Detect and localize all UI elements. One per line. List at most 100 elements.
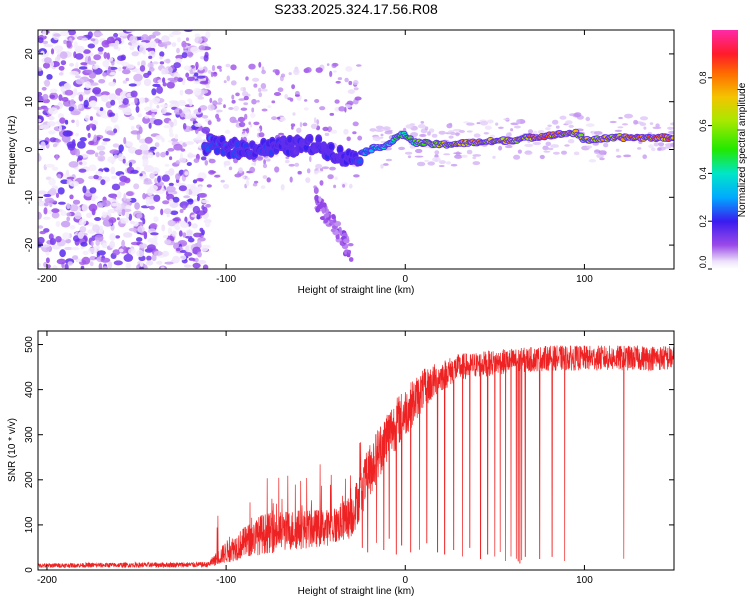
spectrogram-cell — [151, 88, 157, 96]
spectrogram-cell — [199, 133, 206, 137]
spectrogram-cell — [431, 133, 438, 138]
spectrogram-cell — [182, 205, 187, 211]
spectrogram-cell — [60, 210, 67, 216]
spectrogram-cell — [233, 105, 239, 112]
spectrogram-cell — [81, 37, 89, 42]
spectrogram-cell — [58, 124, 62, 132]
spectrogram-cell — [622, 123, 628, 126]
spectrogram-cell — [343, 240, 350, 244]
spectrogram-cell — [118, 32, 128, 37]
spectrogram-cell — [599, 157, 605, 161]
spectrogram-cell — [398, 146, 406, 151]
spectrogram-cell — [145, 199, 150, 207]
spectrogram-cell — [667, 126, 674, 130]
spectrogram-cell — [71, 247, 80, 251]
spectrogram-cell — [330, 214, 336, 220]
spectrogram-cell — [38, 67, 43, 72]
spectrogram-cell — [88, 247, 98, 254]
spectrogram-cell — [46, 264, 51, 269]
colorbar-label: Normalized spectral amplitude — [737, 82, 748, 217]
spectrogram-cell — [172, 255, 180, 264]
spectrogram-cell — [185, 37, 190, 41]
spectrogram-cell — [205, 221, 211, 228]
spectrogram-cell — [216, 109, 223, 113]
spectrogram-cell — [82, 250, 89, 255]
spectrogram-cell — [169, 100, 179, 104]
spectrogram-cell — [91, 235, 96, 241]
spectrogram-cell — [252, 182, 258, 187]
spectrogram-cell — [48, 209, 53, 215]
spectrogram-cell — [89, 261, 94, 267]
spectrogram-cell — [141, 149, 149, 155]
spectrogram-cell — [171, 230, 177, 237]
spectrogram-cell — [86, 60, 97, 65]
spectrogram-cell — [113, 42, 119, 50]
spectrogram-cell — [161, 174, 170, 182]
spectrogram-cell — [516, 119, 521, 125]
spectrogram-cell — [60, 85, 65, 93]
snr-frame — [37, 330, 675, 571]
spectrogram-cell — [352, 131, 357, 135]
spectrogram-cell — [76, 91, 86, 97]
spectrogram-cell — [171, 30, 182, 36]
spectrogram-cell — [524, 150, 533, 155]
spectrogram-cell — [144, 136, 153, 144]
spectrogram-cell — [155, 135, 163, 140]
spectrogram-cell — [110, 166, 116, 175]
spectrogram-cell — [185, 72, 190, 78]
spectrogram-cell — [97, 46, 104, 53]
spectrogram-cell — [297, 170, 302, 175]
spectrogram-ytick-label: 0 — [24, 146, 35, 152]
spectrogram-cell — [223, 183, 230, 189]
spectrogram-cell — [134, 202, 141, 210]
spectrogram-cell — [53, 45, 64, 52]
spectrogram-cell — [64, 246, 73, 251]
spectrogram-cell — [473, 133, 481, 138]
spectrogram-cell — [152, 97, 161, 103]
spectrogram-cell — [574, 112, 582, 118]
spectrogram-cell — [642, 154, 647, 159]
spectrogram-cell — [205, 203, 212, 208]
spectrogram-cell — [126, 64, 135, 69]
spectrogram-cell — [89, 82, 99, 86]
spectrogram-cell — [108, 93, 117, 101]
spectrogram-cell — [55, 139, 61, 143]
spectrogram-cell — [248, 121, 251, 125]
spectrogram-cell — [64, 89, 74, 96]
spectrogram-cell — [88, 123, 95, 128]
spectrogram-cell — [116, 190, 122, 199]
spectrogram-cell — [142, 218, 146, 225]
spectrogram-cell — [49, 94, 56, 99]
spectrogram-cell — [128, 115, 135, 121]
spectrogram-cell — [337, 77, 343, 81]
spectrogram-cell — [174, 133, 179, 140]
spectrogram-cell — [585, 116, 591, 122]
spectrogram-cell — [375, 129, 384, 132]
spectrogram-cell — [170, 210, 179, 216]
spectrogram-cell — [122, 69, 131, 75]
spectrogram-cell — [466, 130, 473, 133]
colorbar-tick-label: 0.8 — [698, 72, 708, 85]
spectrogram-cell — [179, 255, 187, 261]
spectrogram-cell — [136, 213, 143, 219]
spectrogram-cell — [109, 72, 117, 76]
spectrogram-cell — [161, 35, 170, 43]
spectrogram-cell — [49, 188, 57, 196]
spectrogram-cell — [159, 56, 163, 60]
spectrogram-cell — [122, 158, 126, 164]
spectrogram-cell — [101, 200, 111, 207]
spectrogram-cell — [70, 110, 81, 116]
spectrogram-cell — [586, 145, 592, 149]
spectrogram-cell — [153, 216, 159, 223]
spectrogram-cell — [328, 143, 334, 150]
spectrogram-cell — [210, 71, 214, 78]
spectrogram-cell — [258, 87, 262, 93]
spectrogram-cell — [166, 81, 175, 89]
spectrogram-cell — [38, 106, 43, 110]
spectrogram-cell — [261, 88, 268, 92]
spectrogram-cell — [443, 153, 451, 156]
spectrogram-cell — [334, 176, 338, 180]
spectrogram-cell — [524, 143, 534, 148]
spectrogram-cell — [43, 207, 48, 215]
spectrogram-cell — [165, 150, 169, 156]
